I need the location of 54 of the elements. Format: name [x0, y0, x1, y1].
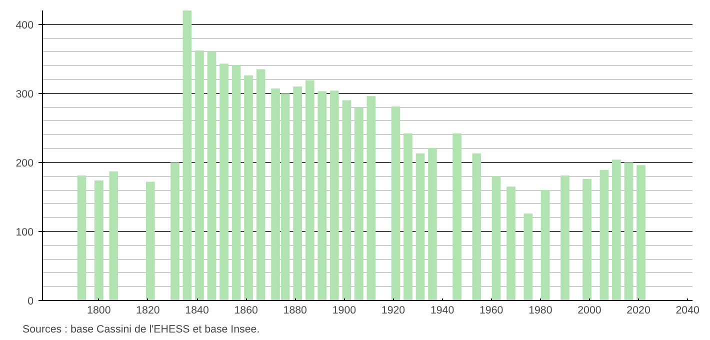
bar — [256, 69, 266, 300]
y-tick-label: 0 — [28, 296, 34, 308]
bar — [391, 106, 400, 300]
x-tick-label: 1840 — [185, 304, 209, 316]
bar — [293, 86, 302, 300]
bar — [305, 80, 314, 300]
bar — [416, 153, 425, 300]
bar — [354, 108, 364, 300]
x-tick-label: 1920 — [381, 304, 406, 316]
y-tick-label: 400 — [16, 19, 34, 32]
bar — [524, 214, 533, 300]
x-tick-label: 2020 — [626, 304, 650, 316]
bar — [600, 170, 609, 300]
bar — [612, 160, 621, 300]
bar — [94, 180, 104, 300]
bar — [195, 50, 204, 300]
x-tick-label: 2040 — [676, 304, 700, 316]
bar — [207, 52, 216, 300]
bar — [636, 165, 646, 300]
bar — [366, 96, 376, 300]
bar — [182, 10, 192, 300]
bar — [452, 133, 462, 300]
bar — [220, 64, 228, 300]
bar — [232, 65, 241, 300]
bar — [428, 148, 437, 300]
bar — [244, 75, 253, 300]
x-tick-label: 1960 — [480, 304, 504, 316]
x-tick-label: 1800 — [87, 304, 111, 316]
bar — [624, 162, 634, 300]
bar — [506, 186, 516, 300]
bar — [560, 176, 570, 300]
bar — [404, 133, 412, 300]
x-tick-label: 2000 — [578, 304, 602, 316]
bar — [492, 176, 501, 300]
x-tick-label: 1820 — [136, 304, 160, 316]
y-tick-label: 200 — [16, 157, 34, 170]
y-tick-label: 100 — [16, 226, 34, 238]
x-tick-label: 1880 — [283, 304, 308, 316]
x-tick-label: 1900 — [332, 304, 356, 316]
bar — [109, 171, 118, 300]
x-tick-label: 1940 — [430, 304, 454, 316]
bar — [77, 176, 86, 300]
source-note: Sources : base Cassini de l'EHESS et base Insee. — [22, 324, 260, 336]
bar — [330, 90, 339, 300]
bar — [146, 182, 155, 300]
bar — [170, 162, 180, 300]
bar — [540, 190, 550, 300]
x-tick-label: 1860 — [234, 304, 258, 316]
y-tick-label: 300 — [16, 88, 34, 100]
bar — [472, 153, 482, 300]
bar — [582, 178, 592, 300]
bar — [318, 91, 327, 300]
bar — [342, 100, 352, 300]
x-tick-label: 1980 — [528, 304, 552, 316]
